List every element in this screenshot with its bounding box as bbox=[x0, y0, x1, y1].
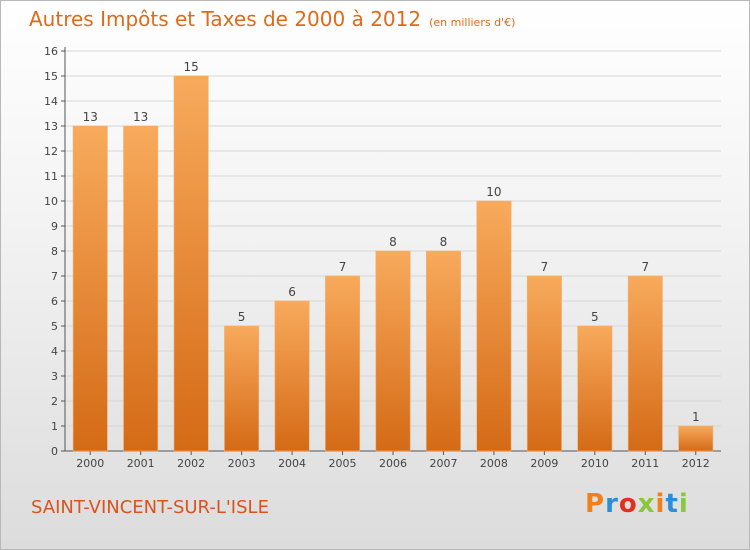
x-tick-label: 2008 bbox=[480, 457, 508, 470]
chart-title: Autres Impôts et Taxes de 2000 à 2012 (en… bbox=[29, 7, 515, 31]
bar bbox=[627, 275, 663, 452]
data-label: 1 bbox=[692, 410, 700, 424]
data-label: 7 bbox=[641, 260, 649, 274]
y-tick-label: 15 bbox=[44, 70, 58, 83]
data-label: 6 bbox=[288, 285, 296, 299]
y-tick-label: 8 bbox=[51, 245, 58, 258]
x-tick-label: 2005 bbox=[329, 457, 357, 470]
x-tick-label: 2007 bbox=[429, 457, 457, 470]
data-label: 8 bbox=[440, 235, 448, 249]
bar bbox=[173, 75, 209, 452]
x-tick-label: 2010 bbox=[581, 457, 609, 470]
y-tick-label: 16 bbox=[44, 45, 58, 58]
y-tick-label: 12 bbox=[44, 145, 58, 158]
y-tick-label: 11 bbox=[44, 170, 58, 183]
x-tick-label: 2003 bbox=[228, 457, 256, 470]
y-tick-label: 14 bbox=[44, 95, 58, 108]
data-label: 7 bbox=[339, 260, 347, 274]
y-tick-label: 3 bbox=[51, 370, 58, 383]
logo-letter: r bbox=[605, 489, 619, 519]
y-tick-label: 5 bbox=[51, 320, 58, 333]
logo-letter: x bbox=[637, 489, 656, 519]
x-tick-label: 2000 bbox=[76, 457, 104, 470]
logo-letter: i bbox=[678, 489, 689, 519]
bar bbox=[325, 275, 360, 452]
y-tick-label: 13 bbox=[44, 120, 58, 133]
bar bbox=[72, 125, 108, 452]
y-tick-label: 1 bbox=[51, 420, 58, 433]
y-tick-label: 7 bbox=[51, 270, 58, 283]
proxiti-logo[interactable]: Proxiti bbox=[585, 489, 689, 519]
bar bbox=[577, 325, 613, 452]
data-label: 15 bbox=[184, 60, 199, 74]
bar bbox=[274, 300, 310, 452]
unit-label: (en milliers d'€) bbox=[429, 16, 516, 29]
x-tick-label: 2004 bbox=[278, 457, 306, 470]
x-tick-label: 2011 bbox=[631, 457, 659, 470]
bar bbox=[375, 250, 411, 452]
x-tick-label: 2006 bbox=[379, 457, 407, 470]
data-label: 13 bbox=[133, 110, 148, 124]
bar bbox=[224, 325, 260, 452]
logo-letter: o bbox=[618, 489, 638, 519]
data-label: 7 bbox=[541, 260, 549, 274]
x-tick-label: 2001 bbox=[127, 457, 155, 470]
bar bbox=[678, 425, 714, 452]
bar bbox=[426, 250, 461, 452]
title-text: Autres Impôts et Taxes de 2000 à 2012 bbox=[29, 7, 422, 31]
y-tick-label: 6 bbox=[51, 295, 58, 308]
x-tick-label: 2012 bbox=[682, 457, 710, 470]
commune-name: SAINT-VINCENT-SUR-L'ISLE bbox=[31, 497, 269, 518]
data-label: 5 bbox=[591, 310, 599, 324]
x-tick-label: 2002 bbox=[177, 457, 205, 470]
bar bbox=[526, 275, 562, 452]
bar bbox=[476, 200, 512, 452]
logo-letter: P bbox=[585, 489, 606, 519]
logo-letter: i bbox=[655, 489, 666, 519]
logo-letter: t bbox=[665, 489, 679, 519]
y-tick-label: 2 bbox=[51, 395, 58, 408]
data-label: 10 bbox=[486, 185, 501, 199]
y-tick-label: 4 bbox=[51, 345, 58, 358]
data-label: 8 bbox=[389, 235, 397, 249]
data-label: 5 bbox=[238, 310, 246, 324]
y-tick-label: 0 bbox=[51, 445, 58, 458]
x-tick-label: 2009 bbox=[530, 457, 558, 470]
data-label: 13 bbox=[83, 110, 98, 124]
y-tick-label: 9 bbox=[51, 220, 58, 233]
y-tick-label: 10 bbox=[44, 195, 58, 208]
bar bbox=[123, 125, 159, 452]
